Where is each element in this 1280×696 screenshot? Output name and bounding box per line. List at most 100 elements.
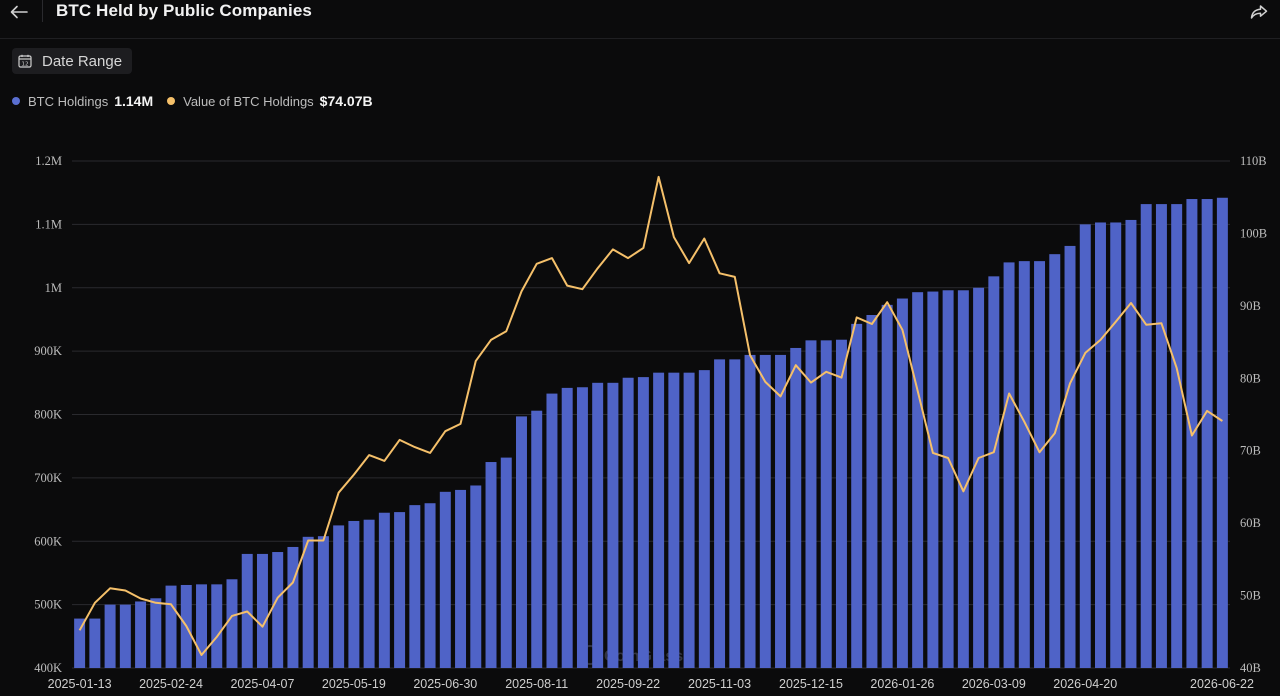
bar-btc-holdings[interactable] [1125, 219, 1137, 668]
bar-btc-holdings[interactable] [576, 387, 588, 668]
bar-btc-holdings[interactable] [424, 503, 436, 668]
x-tick-label: 2026-04-20 [1053, 677, 1117, 691]
bar-btc-holdings[interactable] [516, 416, 527, 668]
y-right-tick-label: 110B [1240, 154, 1267, 168]
bar-btc-holdings[interactable] [470, 485, 482, 668]
legend-value: $74.07B [319, 93, 373, 109]
bar-btc-holdings[interactable] [1049, 254, 1061, 668]
bar-btc-holdings[interactable] [1110, 222, 1122, 668]
bar-btc-holdings[interactable] [714, 359, 726, 668]
bar-btc-holdings[interactable] [135, 601, 147, 668]
y-left-tick-label: 700K [34, 471, 62, 485]
bar-btc-holdings[interactable] [287, 546, 299, 668]
y-right-tick-label: 60B [1240, 516, 1261, 530]
share-button[interactable] [1246, 0, 1272, 24]
y-right-tick-label: 90B [1240, 299, 1261, 313]
bar-btc-holdings[interactable] [531, 410, 543, 668]
bar-btc-holdings[interactable] [805, 340, 817, 668]
legend-dot-btc-value [167, 97, 176, 105]
bar-btc-holdings[interactable] [546, 393, 558, 668]
bar-btc-holdings[interactable] [561, 387, 573, 668]
bar-btc-holdings[interactable] [1171, 204, 1183, 668]
bar-btc-holdings[interactable] [973, 287, 985, 668]
legend-item-btc-value[interactable]: Value of BTC Holdings $74.07B [167, 93, 373, 109]
bar-btc-holdings[interactable] [302, 536, 314, 668]
bar-btc-holdings[interactable] [775, 354, 786, 668]
bar-btc-holdings[interactable] [500, 457, 512, 668]
bar-btc-holdings[interactable] [698, 370, 710, 668]
bar-btc-holdings[interactable] [1201, 199, 1213, 668]
y-left-tick-label: 1M [45, 281, 62, 295]
bar-btc-holdings[interactable] [1034, 261, 1046, 668]
bar-btc-holdings[interactable] [211, 584, 223, 668]
bar-btc-holdings[interactable] [729, 359, 741, 668]
x-tick-label: 2025-06-30 [413, 677, 477, 691]
bar-btc-holdings[interactable] [790, 347, 802, 668]
bar-btc-holdings[interactable] [485, 462, 497, 668]
bar-btc-holdings[interactable] [851, 323, 863, 668]
bar-btc-holdings[interactable] [333, 525, 345, 668]
bar-btc-holdings[interactable] [455, 489, 467, 668]
bar-btc-holdings[interactable] [1018, 261, 1030, 668]
bar-btc-holdings[interactable] [942, 290, 954, 668]
bar-btc-holdings[interactable] [196, 584, 207, 668]
bar-btc-holdings[interactable] [1064, 245, 1076, 669]
bar-btc-holdings[interactable] [363, 519, 375, 668]
bar-btc-holdings[interactable] [637, 377, 649, 668]
back-button[interactable] [6, 0, 32, 24]
y-right-tick-label: 50B [1240, 589, 1261, 603]
legend-item-btc-holdings[interactable]: BTC Holdings 1.14M [12, 93, 153, 109]
y-right-tick-label: 80B [1240, 371, 1261, 385]
x-tick-label: 2025-05-19 [322, 677, 386, 691]
bar-btc-holdings[interactable] [1095, 222, 1106, 668]
bar-btc-holdings[interactable] [439, 491, 451, 668]
x-axis-ticks: 2025-01-13 2025-02-24 2025-04-07 2025-05-19… [48, 677, 1254, 691]
bar-btc-holdings[interactable] [394, 512, 406, 668]
bar-btc-holdings[interactable] [409, 505, 421, 668]
x-tick-label: 2026-06-22 [1190, 677, 1254, 691]
bar-btc-holdings[interactable] [348, 520, 360, 668]
bar-btc-holdings[interactable] [74, 618, 86, 668]
bar-btc-holdings[interactable] [317, 536, 329, 668]
bar-btc-holdings[interactable] [835, 339, 847, 668]
bar-btc-holdings[interactable] [165, 585, 177, 668]
bar-btc-holdings[interactable] [668, 372, 680, 668]
bar-btc-holdings[interactable] [896, 298, 908, 668]
bar-btc-holdings[interactable] [622, 377, 634, 668]
bar-btc-holdings[interactable] [89, 618, 101, 668]
bar-btc-holdings[interactable] [820, 340, 832, 668]
share-icon [1250, 5, 1268, 19]
bar-btc-holdings[interactable] [988, 276, 1000, 668]
bar-btc-holdings[interactable] [592, 382, 604, 668]
bar-btc-holdings[interactable] [607, 382, 619, 668]
bar-btc-holdings[interactable] [744, 354, 756, 668]
bar-btc-holdings[interactable] [1140, 204, 1152, 668]
bar-btc-holdings[interactable] [119, 604, 131, 668]
bar-btc-holdings[interactable] [1003, 262, 1015, 668]
bar-btc-holdings[interactable] [912, 292, 924, 668]
bar-btc-holdings[interactable] [957, 290, 969, 668]
bar-btc-holdings[interactable] [226, 579, 238, 668]
bar-btc-holdings[interactable] [1216, 197, 1228, 668]
bar-btc-holdings[interactable] [1079, 224, 1091, 668]
chart-legend: BTC Holdings 1.14M Value of BTC Holdings… [12, 91, 387, 111]
bar-btc-holdings[interactable] [927, 291, 939, 668]
bar-btc-holdings[interactable] [881, 304, 893, 668]
calendar-icon: 12 [18, 54, 32, 68]
bar-btc-holdings[interactable] [759, 354, 771, 668]
bar-btc-holdings[interactable] [653, 372, 665, 668]
x-tick-label: 2025-09-22 [596, 677, 660, 691]
bar-btc-holdings[interactable] [378, 512, 390, 668]
bar-btc-holdings[interactable] [683, 372, 695, 668]
bar-btc-holdings[interactable] [104, 604, 116, 668]
bar-btc-holdings[interactable] [272, 552, 284, 668]
bar-btc-holdings[interactable] [1155, 204, 1167, 668]
bar-btc-holdings[interactable] [256, 553, 268, 668]
line-btc-value[interactable] [78, 175, 1223, 656]
x-tick-label: 2025-04-07 [230, 677, 294, 691]
page-title: BTC Held by Public Companies [56, 1, 312, 20]
date-range-button[interactable]: 12 Date Range [12, 48, 133, 74]
bar-btc-holdings[interactable] [150, 598, 162, 668]
legend-dot-btc-holdings [12, 97, 20, 105]
bar-btc-holdings[interactable] [866, 315, 878, 668]
